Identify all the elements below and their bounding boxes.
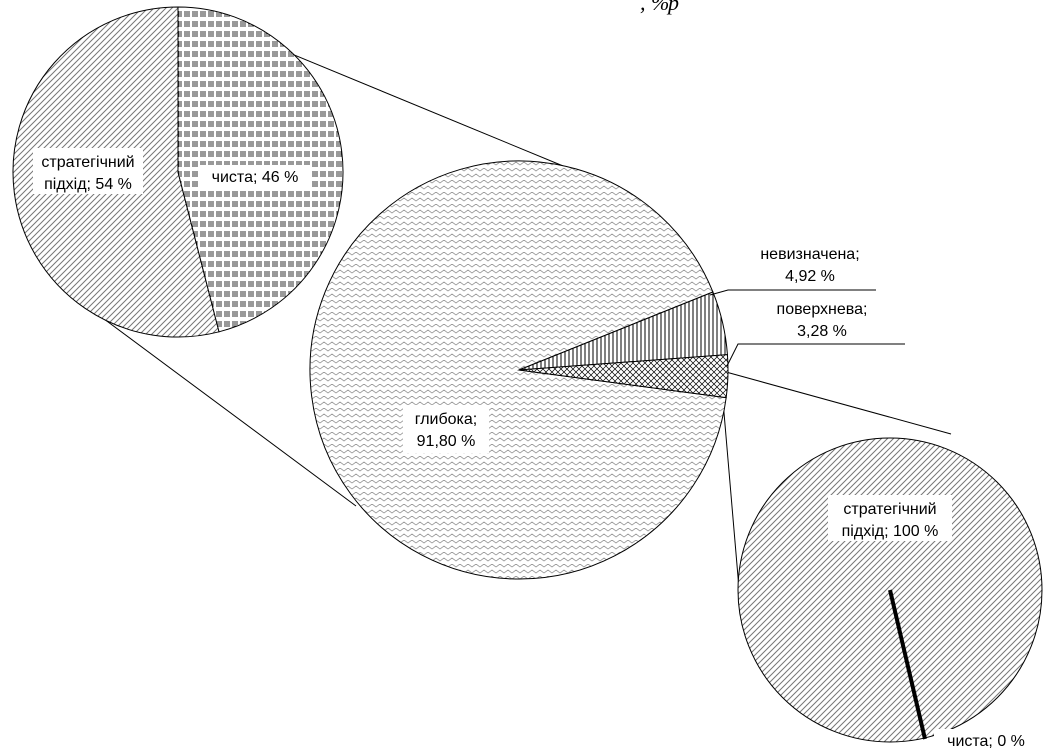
label-right-strat-line2: підхід; 100 %	[842, 523, 939, 540]
label-glyboka-line2: 91,80 %	[417, 433, 476, 450]
connector-top-right	[725, 371, 952, 435]
label-poverkhneva-line1: поверхнева;	[777, 301, 868, 318]
slice-poverkhneva	[518, 354, 729, 399]
slice-chysta-0	[888, 589, 927, 740]
leader-nevyznachena	[709, 289, 876, 296]
caption-fragment-prefix: р	[666, 0, 679, 15]
leader-poverkhneva	[726, 343, 905, 367]
label-nevyznachena-line2: 4,92 %	[785, 268, 835, 285]
right-sub-pie	[737, 437, 1043, 743]
caption-fragment: , %	[640, 0, 669, 15]
label-bg-glyboka	[403, 405, 489, 453]
connector-bottom-left	[99, 315, 357, 507]
label-poverkhneva-line2: 3,28 %	[797, 323, 847, 340]
label-nevyznachena-line1: невизначена;	[760, 246, 859, 263]
label-bg-right-strat	[828, 495, 952, 541]
label-right-chysta: чиста; 0 %	[947, 733, 1025, 750]
label-bg-left-chysta	[199, 165, 311, 188]
slice-glyboka	[309, 160, 727, 580]
label-left-strat-line2: підхід; 54 %	[44, 176, 132, 193]
label-left-strat-line1: стратегічний	[41, 154, 134, 171]
label-left-chysta: чиста; 46 %	[212, 169, 299, 186]
main-pie	[309, 160, 729, 580]
label-bg-right-chysta	[934, 729, 1038, 752]
connector-bottom-right	[722, 400, 742, 613]
label-glyboka-line1: глибока;	[415, 411, 478, 428]
label-right-strat-line1: стратегічний	[843, 501, 936, 518]
label-bg-left-strat	[33, 148, 143, 194]
